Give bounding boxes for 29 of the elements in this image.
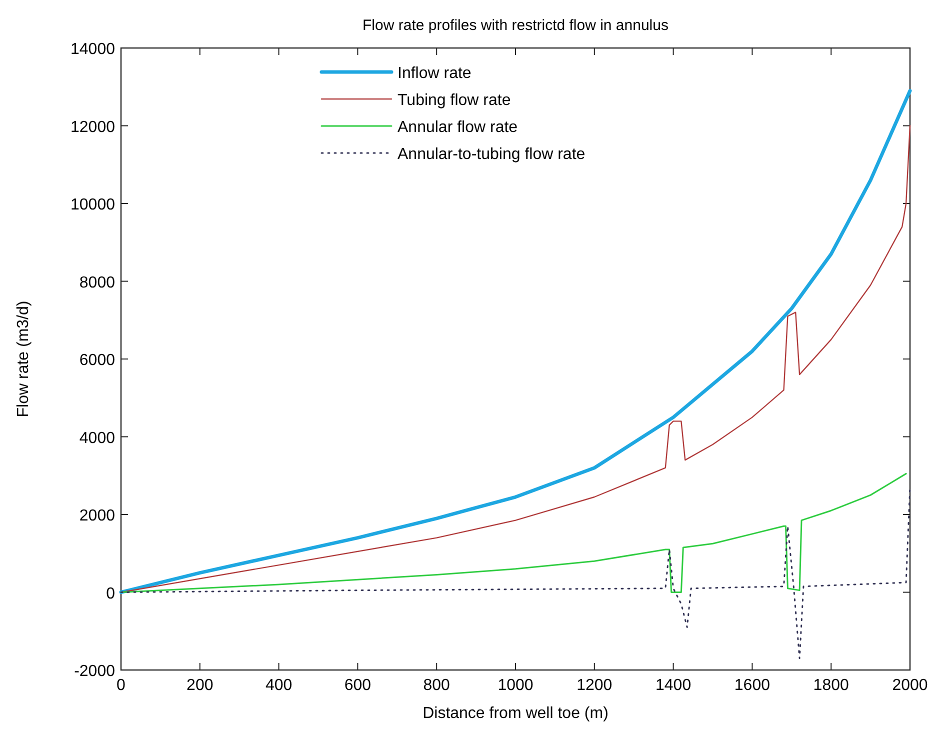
legend-label: Inflow rate bbox=[398, 65, 472, 82]
x-tick-label: 600 bbox=[344, 677, 372, 694]
y-axis-title: Flow rate (m3/d) bbox=[15, 300, 32, 418]
x-tick-label: 1600 bbox=[734, 677, 770, 694]
y-tick-label: 2000 bbox=[79, 508, 116, 524]
x-axis-title: Distance from well toe (m) bbox=[422, 705, 608, 722]
x-tick-label: 800 bbox=[423, 677, 450, 694]
y-tick-label: 10000 bbox=[70, 196, 116, 214]
legend-label: Annular flow rate bbox=[398, 119, 518, 136]
x-tick-label: 2000 bbox=[892, 677, 928, 694]
legend-label: Annular-to-tubing flow rate bbox=[398, 146, 586, 163]
x-tick-label: 400 bbox=[265, 677, 292, 694]
line-series bbox=[120, 486, 911, 660]
y-tick-label: 14000 bbox=[70, 41, 116, 58]
y-tick-label: 8000 bbox=[79, 274, 116, 292]
y-tick-label: 0 bbox=[106, 585, 116, 602]
x-tick-label: 1400 bbox=[656, 677, 692, 694]
y-tick-label: 4000 bbox=[79, 430, 116, 447]
x-tick-label: 200 bbox=[186, 677, 214, 694]
line-series bbox=[120, 472, 907, 593]
x-tick-label: 1800 bbox=[813, 677, 849, 694]
legend-label: Tubing flow rate bbox=[398, 92, 511, 109]
y-tick-label: -2000 bbox=[74, 663, 116, 680]
chart-title: Flow rate profiles with restrictd flow in annulus bbox=[362, 17, 668, 34]
y-tick-label: 6000 bbox=[79, 352, 116, 369]
x-tick-label: 1000 bbox=[498, 677, 534, 694]
x-tick-label: 1200 bbox=[576, 677, 612, 694]
x-tick-label: 0 bbox=[116, 677, 126, 694]
y-tick-label: 12000 bbox=[70, 118, 116, 136]
